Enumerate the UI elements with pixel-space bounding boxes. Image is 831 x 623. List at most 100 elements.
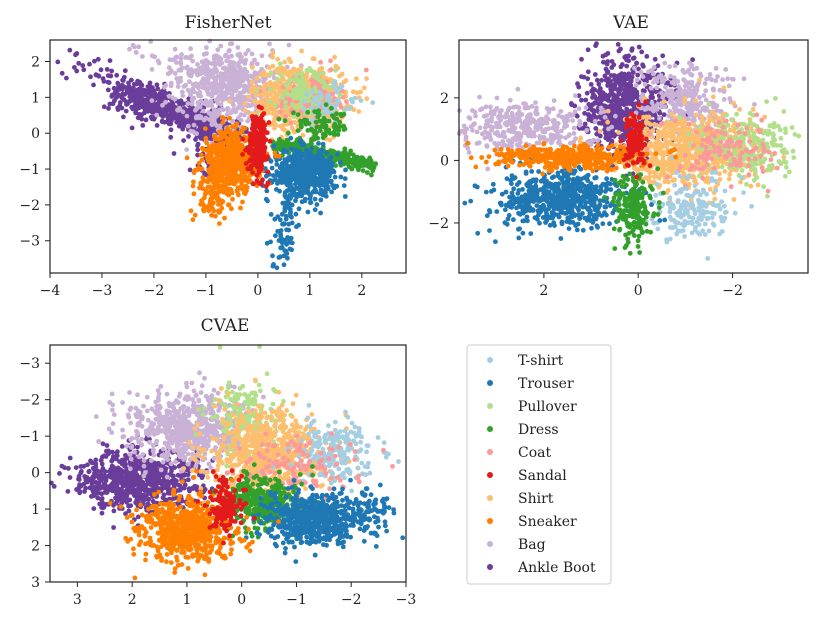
- point-sneaker: [214, 154, 220, 160]
- point-ankle-boot: [648, 95, 654, 100]
- point-shirt: [311, 56, 317, 62]
- point-trouser: [274, 265, 280, 271]
- point-trouser: [296, 171, 302, 176]
- point-ankle-boot: [584, 90, 590, 96]
- point-trouser: [330, 183, 335, 188]
- point-ankle-boot: [98, 67, 104, 73]
- point-bag: [230, 107, 236, 113]
- point-pullover: [304, 68, 310, 73]
- point-bag: [161, 84, 167, 90]
- point-sneaker: [203, 135, 209, 141]
- point-ankle-boot: [636, 44, 642, 50]
- point-ankle-boot: [119, 105, 125, 111]
- point-ankle-boot: [596, 81, 602, 87]
- point-sandal: [243, 147, 249, 153]
- point-ankle-boot: [168, 110, 174, 115]
- point-bag: [187, 79, 192, 85]
- point-trouser: [285, 255, 290, 261]
- point-bag: [191, 122, 197, 128]
- point-ankle-boot: [618, 64, 624, 70]
- point-sneaker: [211, 208, 217, 214]
- point-bag: [220, 107, 226, 113]
- point-ankle-boot: [64, 75, 69, 81]
- point-trouser: [332, 174, 338, 180]
- point-ankle-boot: [604, 69, 610, 75]
- point-ankle-boot: [168, 127, 174, 133]
- point-ankle-boot: [626, 99, 632, 105]
- point-shirt: [249, 65, 255, 70]
- point-bag: [196, 82, 202, 88]
- point-bag: [267, 41, 272, 47]
- point-coat: [283, 114, 289, 119]
- point-ankle-boot: [114, 72, 120, 78]
- point-ankle-boot: [179, 116, 184, 122]
- point-ankle-boot: [592, 72, 598, 77]
- point-ankle-boot: [603, 103, 608, 109]
- point-bag: [180, 109, 186, 115]
- point-bag: [533, 100, 538, 105]
- point-ankle-boot: [124, 85, 130, 91]
- point-ankle-boot: [644, 54, 650, 59]
- point-ankle-boot: [142, 107, 148, 113]
- point-sneaker: [205, 156, 211, 162]
- point-sneaker: [229, 206, 234, 212]
- point-dress: [348, 165, 354, 171]
- point-trouser: [319, 154, 325, 160]
- point-trouser: [265, 198, 270, 204]
- point-shirt: [242, 108, 248, 114]
- point-sneaker: [217, 209, 223, 214]
- point-ankle-boot: [594, 41, 599, 46]
- point-dress: [339, 113, 344, 119]
- point-trouser: [299, 160, 305, 166]
- point-sneaker: [222, 215, 227, 221]
- point-sneaker: [191, 179, 196, 185]
- point-sandal: [251, 181, 256, 187]
- point-ankle-boot: [147, 87, 153, 92]
- point-trouser: [278, 245, 284, 251]
- point-bag: [477, 94, 482, 100]
- point-sneaker: [221, 115, 226, 121]
- point-trouser: [274, 162, 280, 167]
- point-ankle-boot: [619, 98, 625, 103]
- point-ankle-boot: [590, 95, 595, 100]
- point-ankle-boot: [105, 79, 111, 85]
- point-ankle-boot: [178, 122, 184, 127]
- point-sneaker: [220, 199, 226, 205]
- point-ankle-boot: [628, 77, 634, 83]
- point-bag: [185, 101, 191, 106]
- point-shirt: [356, 109, 362, 114]
- point-ankle-boot: [154, 82, 160, 88]
- point-sandal: [251, 141, 257, 147]
- point-ankle-boot: [611, 62, 617, 68]
- point-bag: [130, 42, 136, 48]
- point-sneaker: [206, 151, 212, 157]
- point-ankle-boot: [119, 95, 125, 101]
- point-bag: [244, 76, 250, 82]
- point-shirt: [270, 50, 276, 56]
- point-ankle-boot: [639, 49, 645, 55]
- point-sneaker: [229, 142, 234, 148]
- point-t-shirt: [347, 105, 353, 111]
- point-ankle-boot: [73, 52, 78, 58]
- point-trouser: [324, 158, 330, 164]
- point-dress: [331, 129, 337, 135]
- point-shirt: [282, 59, 288, 65]
- point-pullover: [297, 90, 303, 96]
- point-sneaker: [191, 191, 197, 197]
- point-shirt: [332, 54, 337, 60]
- point-ankle-boot: [121, 114, 126, 120]
- point-dress: [301, 118, 307, 124]
- point-ankle-boot: [631, 55, 637, 61]
- point-bag: [573, 93, 578, 99]
- point-sneaker: [205, 179, 211, 184]
- point-ankle-boot: [88, 74, 93, 80]
- point-ankle-boot: [115, 80, 121, 86]
- point-sneaker: [234, 187, 240, 193]
- point-shirt: [282, 66, 287, 72]
- point-shirt: [227, 98, 232, 104]
- point-bag: [236, 115, 241, 121]
- point-sandal: [243, 161, 249, 166]
- point-sandal: [259, 147, 264, 152]
- point-bag: [185, 55, 191, 61]
